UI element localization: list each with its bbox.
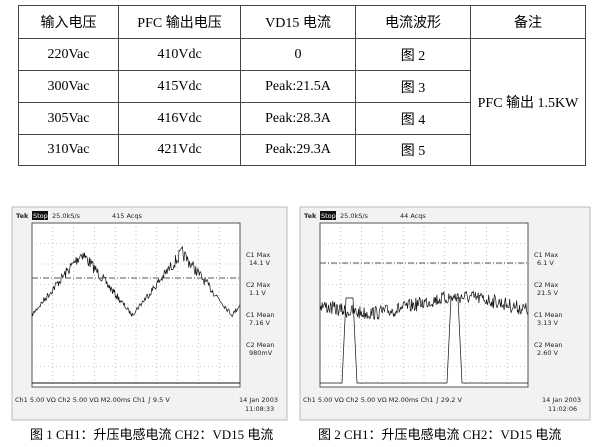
readout-label: C2 Max <box>246 281 270 289</box>
ch1-trace <box>31 246 241 318</box>
header-cell: PFC 输出电压 <box>118 5 241 39</box>
scope-frame <box>299 206 591 421</box>
readout-label: C2 Max <box>534 281 558 289</box>
header-cell: 备注 <box>470 5 586 39</box>
cell: 410Vdc <box>118 38 241 71</box>
readout-value: 6.1 V <box>537 259 554 267</box>
cell: Peak:21.5A <box>240 70 356 103</box>
ch1-trace <box>319 290 529 320</box>
acqs: 44 Acqs <box>400 212 426 220</box>
readout-label: C2 Mean <box>534 341 562 349</box>
cell: 图 3 <box>355 70 471 103</box>
cell: 421Vdc <box>118 134 241 166</box>
scope-frame <box>11 206 288 421</box>
readout-value: 7.16 V <box>249 319 271 327</box>
state-box <box>32 211 48 220</box>
header-cell: 输入电压 <box>18 5 119 39</box>
ch2-trace <box>320 297 528 384</box>
time: 11:02:06 <box>548 405 577 413</box>
readout-value: 21.5 V <box>537 289 559 297</box>
rate: 25.0kS/s <box>340 212 369 220</box>
readout-label: C1 Max <box>534 251 558 259</box>
readout-value: 14.1 V <box>249 259 271 267</box>
brand: Tek <box>16 212 29 220</box>
cell: 310Vac <box>18 134 119 166</box>
readout-value: 3.13 V <box>537 319 559 327</box>
readout-value: 1.1 V <box>249 289 266 297</box>
state: Stop <box>33 212 48 220</box>
header-cell: VD15 电流 <box>240 5 356 39</box>
settings: Ch1 5.00 VΩ Ch2 5.00 VΩ M2.00ms Ch1 ∫ 9.… <box>15 396 170 404</box>
cell: 0 <box>240 38 356 71</box>
date: 14 Jan 2003 <box>239 396 278 404</box>
readout-value: 2.60 V <box>537 349 559 357</box>
time: 11:08:33 <box>245 405 274 413</box>
cell: 305Vac <box>18 102 119 135</box>
cell: 416Vdc <box>118 102 241 135</box>
state: Stop <box>321 212 336 220</box>
note-cell: PFC 输出 1.5KW <box>470 38 586 166</box>
date: 14 Jan 2003 <box>542 396 581 404</box>
cell: 220Vac <box>18 38 119 71</box>
cell: Peak:29.3A <box>240 134 356 166</box>
cell: Peak:28.3A <box>240 102 356 135</box>
cell: 图 4 <box>355 102 471 135</box>
readout-label: C1 Mean <box>534 311 562 319</box>
header-cell: 电流波形 <box>355 5 471 39</box>
cell: 300Vac <box>18 70 119 103</box>
cell: 415Vdc <box>118 70 241 103</box>
caption: 图 1 CH1：升压电感电流 CH2：VD15 电流 <box>30 427 274 442</box>
rate: 25.0kS/s <box>52 212 81 220</box>
readout-label: C1 Mean <box>246 311 274 319</box>
readout-label: C1 Max <box>246 251 270 259</box>
acqs: 415 Acqs <box>112 212 143 220</box>
cell: 图 5 <box>355 134 471 166</box>
plot-area <box>319 222 529 388</box>
readout-label: C2 Mean <box>246 341 274 349</box>
brand: Tek <box>304 212 317 220</box>
data-table: 输入电压 PFC 输出电压 VD15 电流 电流波形 备注 220Vac 410V… <box>18 5 586 166</box>
settings: Ch1 5.00 VΩ Ch2 5.00 VΩ M2.00ms Ch1 ∫ 29… <box>303 396 462 404</box>
caption: 图 2 CH1：升压电感电流 CH2：VD15 电流 <box>318 427 562 442</box>
state-box <box>320 211 336 220</box>
plot-area <box>31 222 241 388</box>
readout-value: 980mV <box>249 349 273 357</box>
cell: 图 2 <box>355 38 471 71</box>
